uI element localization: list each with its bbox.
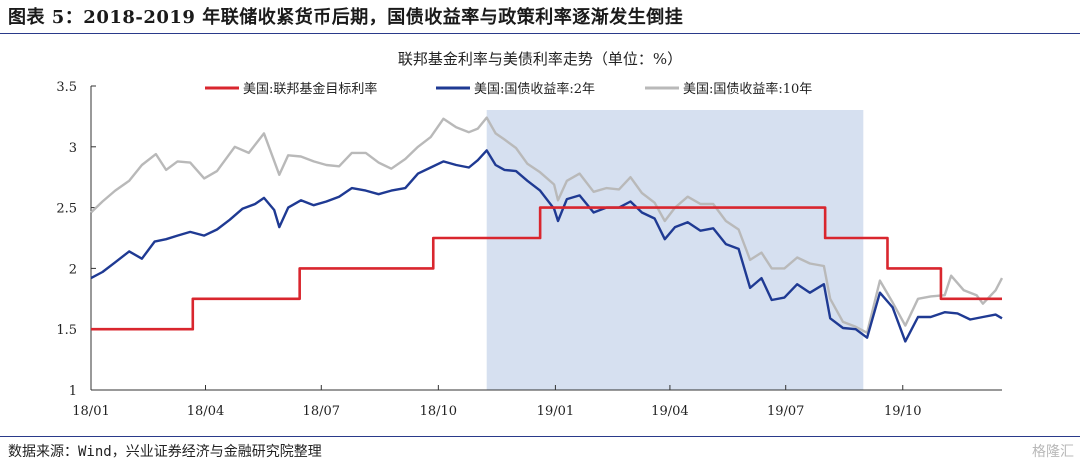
x-tick-label: 18/10 — [420, 404, 457, 419]
series-line-2 — [90, 116, 1004, 334]
x-tick-label: 18/04 — [187, 404, 224, 419]
x-tick-label: 19/01 — [537, 404, 574, 419]
x-tick-label: 18/07 — [303, 404, 340, 419]
series-layer — [90, 116, 1004, 343]
x-tick-label: 19/07 — [767, 404, 804, 419]
x-tick-label: 18/01 — [72, 404, 109, 419]
figure-title: 图表 5：2018-2019 年联储收紧货币后期，国债收益率与政策利率逐渐发生倒… — [8, 7, 684, 28]
y-tick-label: 1.5 — [56, 323, 77, 338]
y-tick-label: 3 — [69, 141, 77, 156]
source-note: 数据来源：Wind，兴业证券经济与金融研究院整理 — [8, 444, 322, 460]
chart-legend: 美国:联邦基金目标利率 美国:国债收益率:2年 美国:国债收益率:10年 — [205, 81, 812, 97]
legend-label-2: 美国:国债收益率:10年 — [683, 81, 812, 97]
legend-label-1: 美国:国债收益率:2年 — [474, 81, 595, 97]
chart-title: 联邦基金利率与美债利率走势（单位：%） — [398, 50, 682, 68]
inversion-shaded-region — [486, 110, 864, 390]
legend-label-0: 美国:联邦基金目标利率 — [243, 81, 377, 97]
title-rule — [0, 33, 1080, 34]
y-tick-label: 1 — [69, 384, 77, 399]
y-tick-label: 2.5 — [56, 202, 77, 217]
y-tick-label: 2 — [69, 262, 77, 277]
source-rule — [0, 436, 1080, 437]
chart-axes: 1 1.5 2 2.5 3 3.5 18/01 18/04 18/07 18/10 19/01 19/… — [56, 80, 1002, 419]
series-line-1 — [90, 149, 1003, 343]
watermark-logo: 格隆汇 — [1032, 444, 1074, 460]
x-tick-label: 19/04 — [651, 404, 688, 419]
x-tick-label: 19/10 — [884, 404, 921, 419]
series-line-0 — [91, 206, 1002, 331]
y-tick-label: 3.5 — [56, 80, 77, 95]
